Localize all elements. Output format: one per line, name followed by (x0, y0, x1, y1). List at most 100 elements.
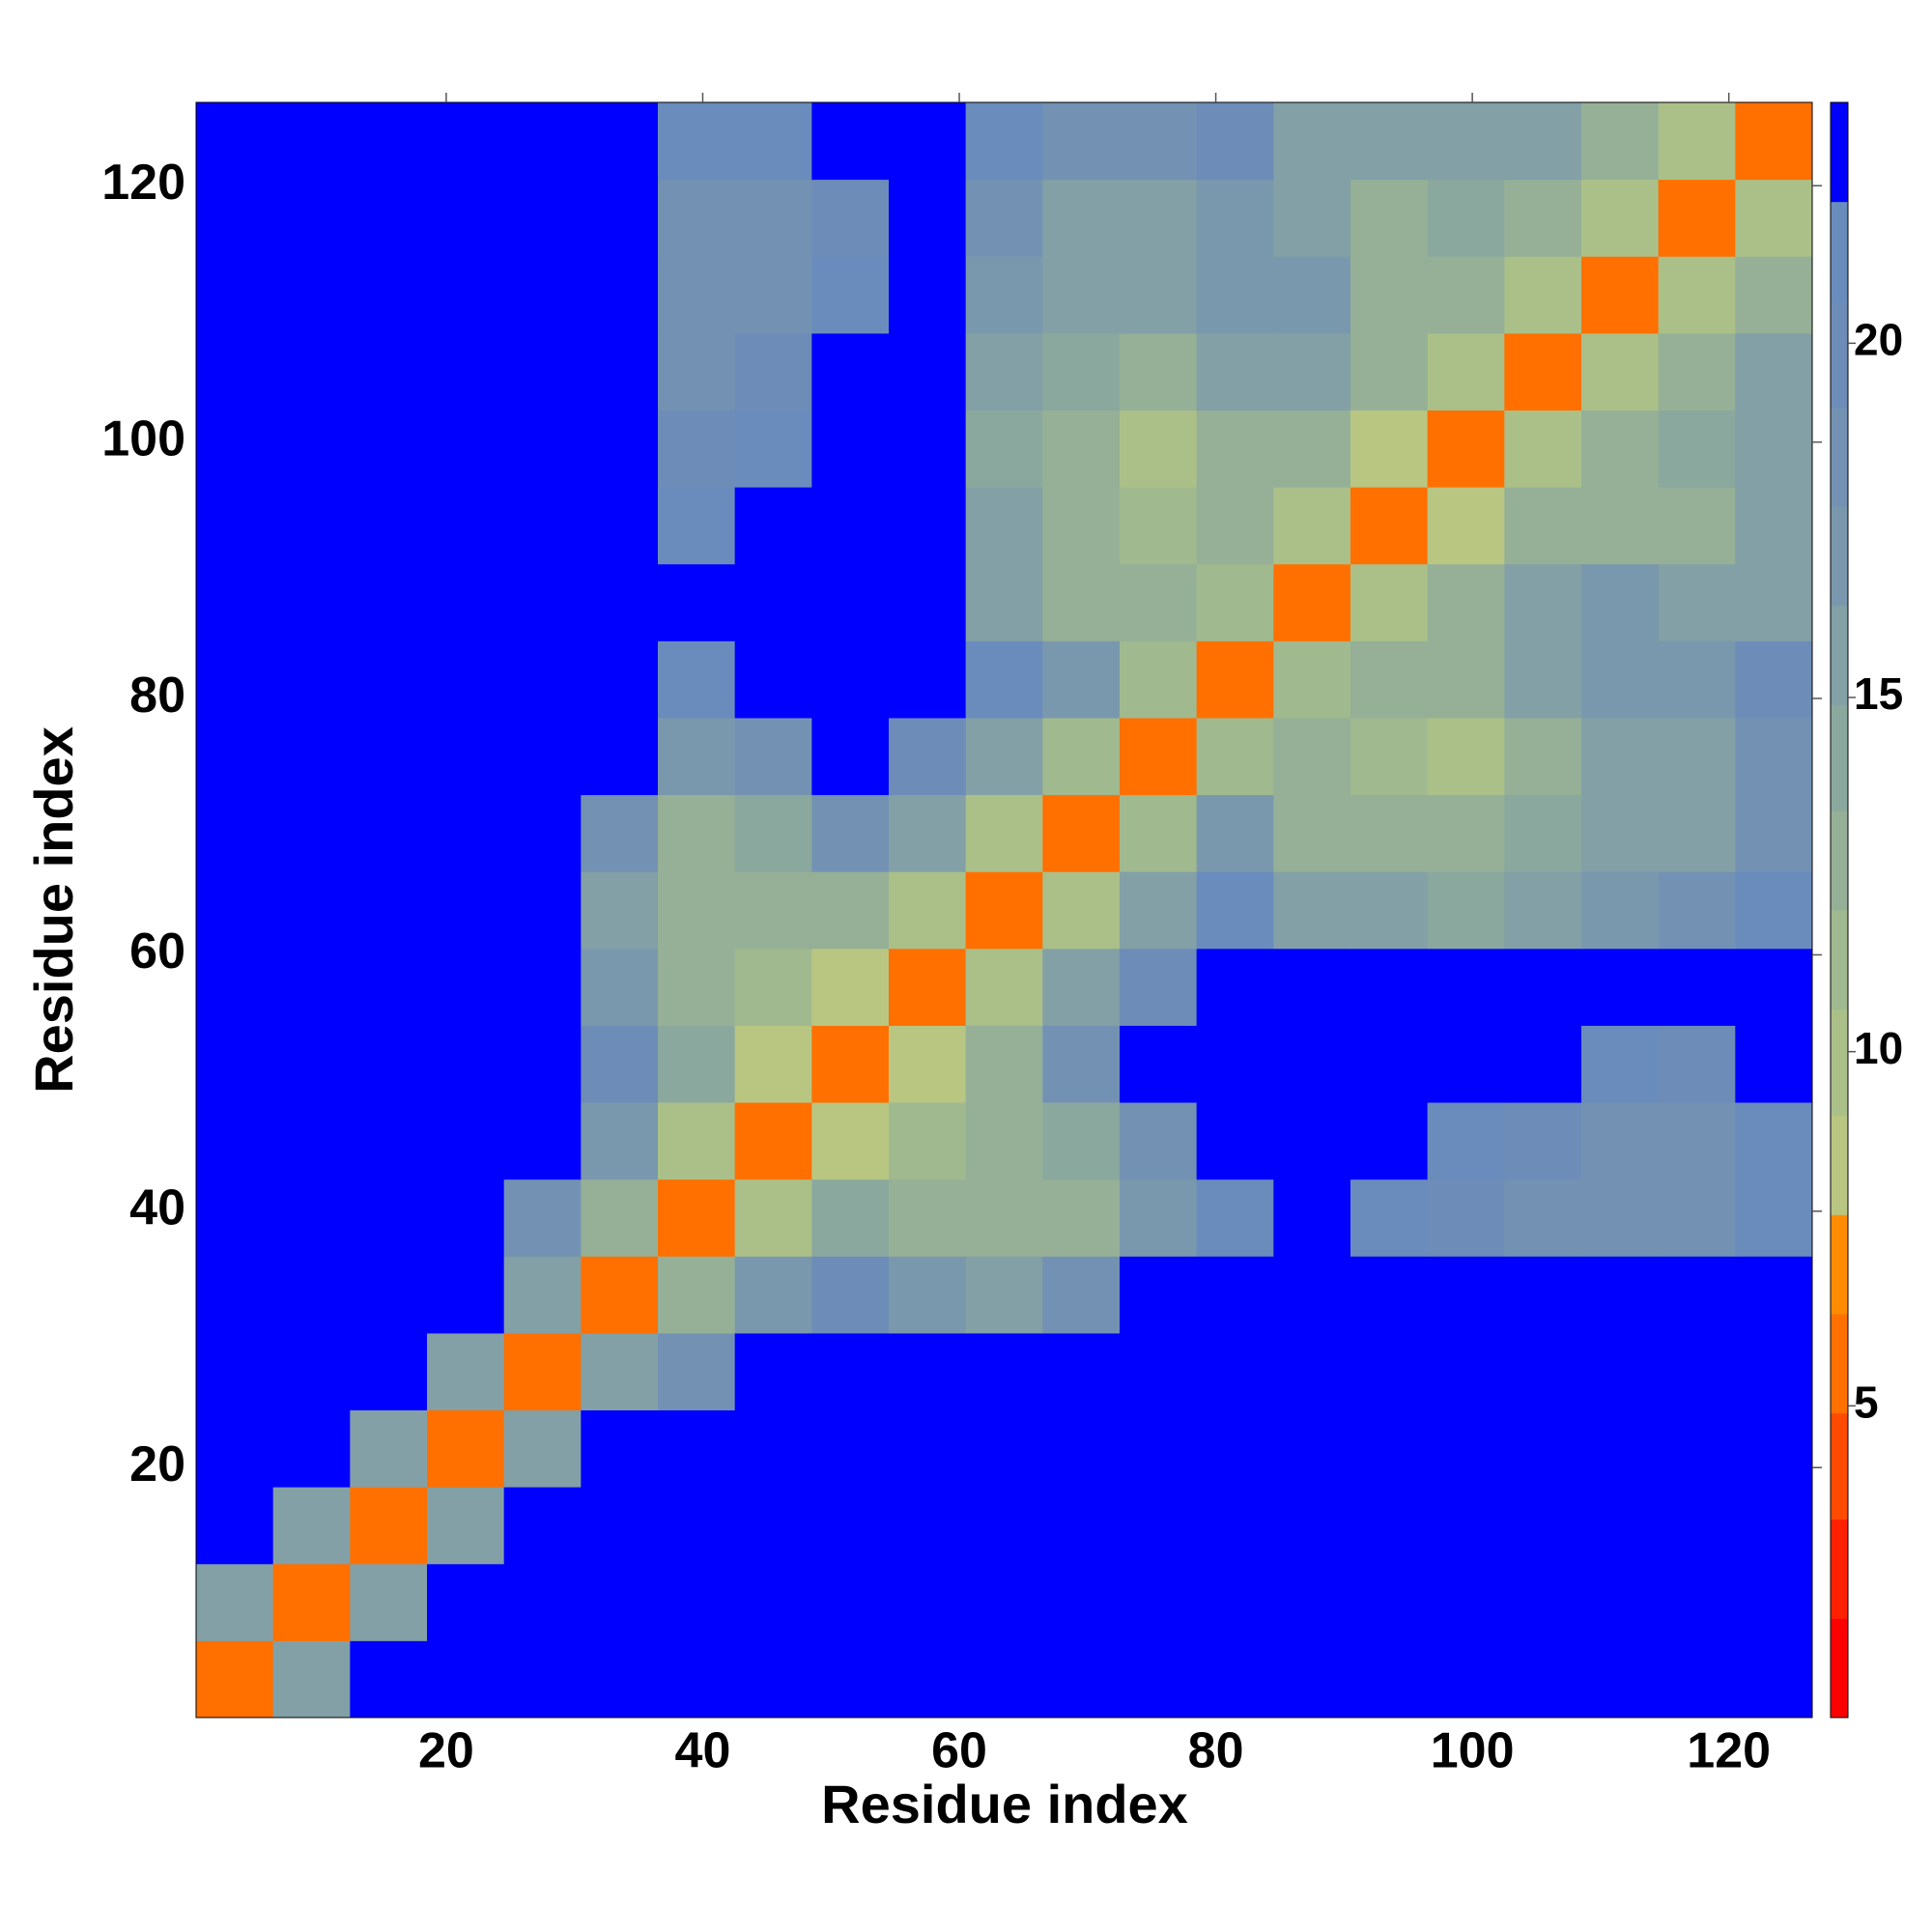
heatmap-cell (734, 640, 812, 719)
heatmap-cell (350, 1025, 428, 1103)
heatmap-cell (503, 563, 582, 641)
heatmap-cell (1120, 640, 1198, 719)
heatmap-cell (272, 1332, 351, 1411)
x-tick-label: 20 (418, 1723, 474, 1779)
heatmap-cell (1196, 179, 1274, 257)
colorbar-frame (1830, 101, 1849, 1719)
heatmap-cell (1120, 1640, 1198, 1719)
heatmap-cell (503, 1563, 582, 1641)
heatmap-cell (811, 563, 890, 641)
heatmap-cell (1273, 563, 1351, 641)
heatmap-cell (1042, 1409, 1121, 1488)
heatmap-cell (427, 487, 505, 565)
heatmap-cell (350, 1409, 428, 1488)
heatmap-cell (1120, 1179, 1198, 1257)
heatmap-cell (581, 717, 659, 796)
heatmap-cell (1504, 948, 1582, 1026)
heatmap-cell (1273, 1179, 1351, 1257)
heatmap-cell (1042, 102, 1121, 181)
heatmap-cell (1350, 871, 1429, 950)
heatmap-cell (889, 1640, 967, 1719)
heatmap-cell (1504, 871, 1582, 950)
heatmap-cell (350, 948, 428, 1026)
heatmap-cell (196, 1332, 274, 1411)
heatmap-cell (965, 794, 1043, 872)
heatmap-cell (427, 563, 505, 641)
heatmap-cell (1120, 487, 1198, 565)
heatmap-cell (1735, 1563, 1813, 1641)
heatmap-cell (1427, 1487, 1505, 1565)
heatmap-cell (503, 487, 582, 565)
heatmap-cell (503, 948, 582, 1026)
heatmap-cell (1350, 1179, 1429, 1257)
heatmap-cell (427, 102, 505, 181)
heatmap-cell (1120, 1487, 1198, 1565)
heatmap-cell (196, 1102, 274, 1180)
colorbar-segment (1831, 102, 1848, 203)
heatmap-cell (965, 1640, 1043, 1719)
heatmap-cell (427, 1563, 505, 1641)
heatmap-cell (1658, 563, 1736, 641)
heatmap-cell (1581, 102, 1660, 181)
heatmap-cell (1196, 1102, 1274, 1180)
heatmap-cell (734, 102, 812, 181)
heatmap-cell (1735, 1179, 1813, 1257)
heatmap-cell (350, 1332, 428, 1411)
heatmap-cell (1042, 487, 1121, 565)
heatmap-cell (503, 871, 582, 950)
heatmap-cell (658, 1102, 736, 1180)
heatmap-cell (965, 487, 1043, 565)
heatmap-cell (272, 1563, 351, 1641)
heatmap-cell (1350, 948, 1429, 1026)
heatmap-cell (196, 563, 274, 641)
heatmap-cell (1427, 717, 1505, 796)
heatmap-cell (1504, 410, 1582, 488)
heatmap-cell (1042, 1256, 1121, 1334)
heatmap-cell (350, 1102, 428, 1180)
heatmap-cell (1658, 717, 1736, 796)
x-tick-label: 120 (1687, 1723, 1771, 1779)
heatmap-cell (350, 794, 428, 872)
heatmap-cell (889, 1563, 967, 1641)
heatmap-cell (1350, 794, 1429, 872)
heatmap-cell (272, 1256, 351, 1334)
heatmap-cell (889, 1025, 967, 1103)
heatmap-cell (889, 410, 967, 488)
heatmap-cell (1350, 332, 1429, 411)
colorbar-segment (1831, 201, 1848, 301)
heatmap-cell (1658, 410, 1736, 488)
heatmap-cell (658, 256, 736, 334)
heatmap-cell (965, 1102, 1043, 1180)
heatmap-cell (350, 410, 428, 488)
heatmap-cell (1581, 1563, 1660, 1641)
heatmap-cell (1042, 1179, 1121, 1257)
heatmap-cell (1735, 871, 1813, 950)
heatmap-cell (1042, 332, 1121, 411)
heatmap-cell (811, 948, 890, 1026)
heatmap-cell (1042, 179, 1121, 257)
heatmap-cell (1658, 1640, 1736, 1719)
heatmap-cell (581, 1487, 659, 1565)
heatmap-cell (350, 256, 428, 334)
heatmap-cell (1120, 794, 1198, 872)
heatmap-cell (965, 256, 1043, 334)
heatmap-cell (272, 717, 351, 796)
heatmap-cell (1273, 487, 1351, 565)
y-tick-label: 60 (129, 923, 185, 980)
heatmap-cell (1427, 794, 1505, 872)
heatmap-cell (658, 563, 736, 641)
heatmap-cell (196, 410, 274, 488)
heatmap-cell (811, 1409, 890, 1488)
heatmap-cell (1735, 179, 1813, 257)
heatmap-cell (658, 1025, 736, 1103)
heatmap-cell (1273, 1563, 1351, 1641)
heatmap-cell (581, 948, 659, 1026)
heatmap-cell (1735, 410, 1813, 488)
heatmap-cell (1350, 1332, 1429, 1411)
colorbar-segment (1831, 1214, 1848, 1315)
heatmap-cell (581, 487, 659, 565)
heatmap-cell (811, 1179, 890, 1257)
heatmap-cell (427, 794, 505, 872)
heatmap-cell (1427, 1563, 1505, 1641)
heatmap-cell (1120, 332, 1198, 411)
